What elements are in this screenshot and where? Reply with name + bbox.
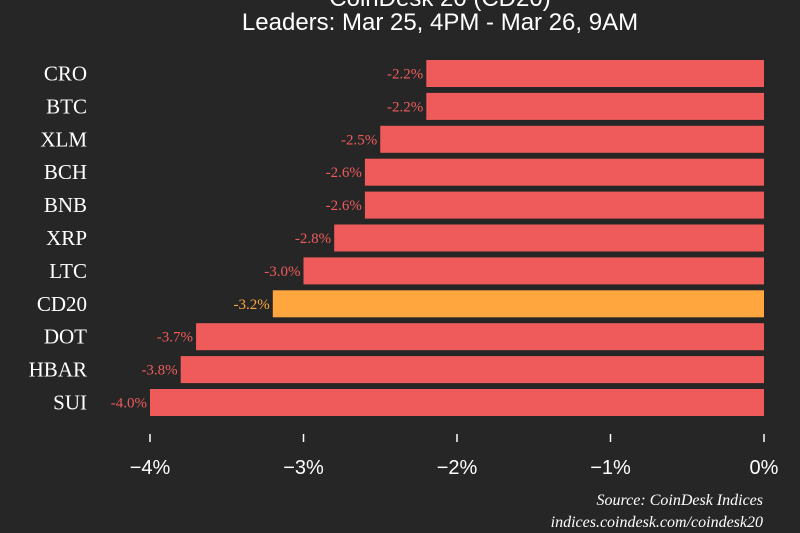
value-label-bch: -2.6% [326,165,362,181]
value-label-cro: -2.2% [387,67,423,83]
value-label-bnb: -2.6% [326,198,362,214]
chart-subtitle: Leaders: Mar 25, 4PM - Mar 26, 9AM [242,9,638,36]
bar-hbar [180,356,764,384]
category-label-bnb: BNB [44,193,87,217]
value-label-hbar: -3.8% [141,363,177,379]
bar-xlm [380,125,764,153]
value-label-sui: -4.0% [111,396,147,412]
category-label-cd20: CD20 [37,292,87,316]
bar-ltc [303,257,764,285]
value-label-ltc: -3.0% [264,264,300,280]
value-label-dot: -3.7% [157,330,193,346]
x-tick-label: −1% [590,457,631,479]
x-axis: −4% −3% −2% −1% 0% [130,434,779,479]
source-line: Source: CoinDesk Indices [597,492,763,509]
value-label-xlm: -2.5% [341,132,377,148]
bar-dot [196,323,765,351]
source-url: indices.coindesk.com/coindesk20 [551,514,763,531]
value-label-cd20: -3.2% [234,297,270,313]
x-tick-label: 0% [750,457,779,479]
bars-group: CRO -2.2% BTC -2.2% XLM -2.5% BCH -2.6% BNB -2.6%… [29,60,765,416]
category-label-hbar: HBAR [29,358,87,382]
category-label-sui: SUI [53,391,87,415]
category-label-dot: DOT [44,325,87,349]
category-label-bch: BCH [44,160,87,184]
value-label-xrp: -2.8% [295,231,331,247]
category-label-btc: BTC [46,94,87,118]
bar-cro [426,60,764,87]
bar-sui [150,389,764,416]
bar-bnb [364,191,764,219]
x-tick-label: −2% [437,457,478,479]
category-label-cro: CRO [44,62,87,86]
x-tick-label: −4% [130,457,171,479]
bar-bch [364,158,764,186]
x-tick-label: −3% [283,457,324,479]
bar-cd20 [272,290,764,318]
category-label-xlm: XLM [40,127,87,151]
category-label-xrp: XRP [46,226,87,250]
chart-title: CoinDesk 20 (CD20) [329,0,550,12]
bar-btc [426,92,764,120]
category-label-ltc: LTC [49,259,87,283]
bar-xrp [334,224,764,252]
value-label-btc: -2.2% [387,99,423,115]
